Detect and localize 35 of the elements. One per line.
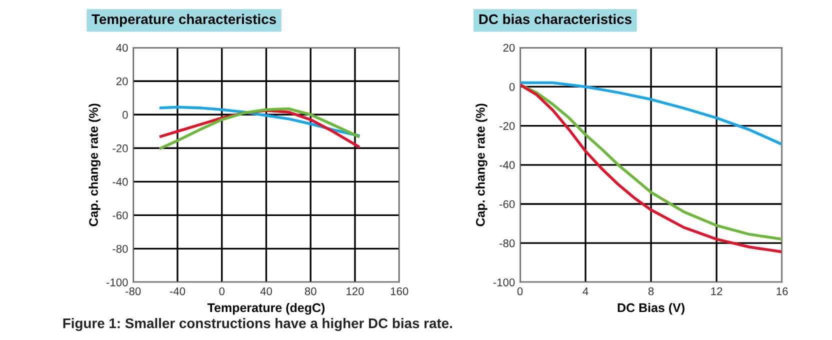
- chart-title: Temperature characteristics: [92, 14, 276, 27]
- y-tick-label: -60: [112, 211, 128, 220]
- x-tick-label: 0: [219, 287, 225, 296]
- x-tick-label: 80: [304, 287, 316, 296]
- x-tick-label: 120: [346, 287, 364, 296]
- y-tick-label: 40: [116, 44, 128, 52]
- y-tick-label: 20: [116, 77, 128, 86]
- y-tick-label: 0: [509, 82, 515, 91]
- x-tick-label: 40: [260, 287, 272, 296]
- chart-title: DC bias characteristics: [479, 14, 632, 24]
- y-tick-label: -40: [112, 178, 128, 186]
- y-tick-label: -60: [500, 200, 515, 208]
- y-axis-title: Cap. change rate (%): [88, 104, 100, 226]
- y-tick-label: -20: [112, 144, 128, 152]
- x-tick-label: -40: [170, 287, 186, 296]
- x-tick-label: 8: [648, 287, 654, 296]
- x-axis-title: Temperature (degC): [207, 302, 325, 315]
- y-tick-label: 20: [503, 44, 515, 52]
- y-tick-label: -100: [106, 278, 128, 286]
- caption: Figure 1: Smaller constructions have a higher DC bias rate.: [63, 318, 452, 332]
- y-tick-label: -40: [500, 161, 515, 170]
- y-tick-label: 0: [122, 110, 128, 119]
- x-tick-label: 12: [711, 287, 722, 296]
- x-axis-title: DC Bias (V): [618, 302, 684, 315]
- line-series: [520, 81, 782, 146]
- x-tick-label: -80: [126, 287, 141, 296]
- y-tick-label: -20: [500, 122, 515, 130]
- x-tick-label: 0: [517, 287, 523, 296]
- y-tick-label: -100: [493, 278, 515, 286]
- x-tick-label: 160: [390, 287, 408, 296]
- x-tick-label: 16: [776, 287, 788, 296]
- y-tick-label: -80: [500, 239, 515, 248]
- x-tick-label: 4: [582, 287, 588, 296]
- y-tick-label: -80: [112, 244, 128, 253]
- y-axis-title: Cap. change rate (%): [476, 104, 488, 226]
